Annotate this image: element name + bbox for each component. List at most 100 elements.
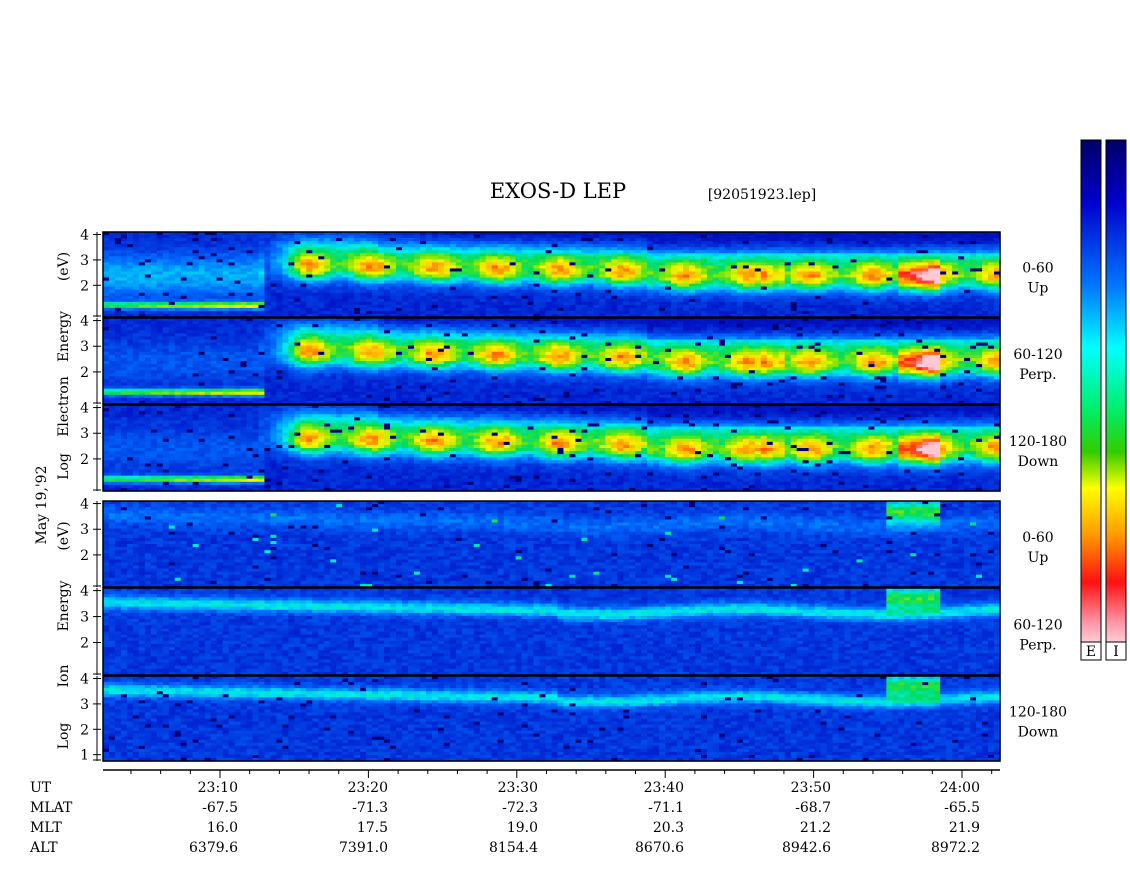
heatmap-cell [240,274,248,279]
heatmap-cell [880,310,887,315]
heatmap-cell [300,277,307,282]
heatmap-cell [545,235,553,239]
heatmap-cell [814,238,822,242]
heatmap-cell [850,277,858,282]
heatmap-cell [730,271,738,276]
heatmap-cell [354,283,361,288]
heatmap-cell [449,289,457,294]
heatmap-cell [551,259,559,263]
heatmap-cell [958,256,965,260]
heatmap-cell [677,235,684,239]
heatmap-cell [174,271,182,276]
heatmap-cell [509,241,517,245]
heatmap-cell [336,250,343,254]
heatmap-cell [563,283,571,288]
heatmap-cell [754,280,762,285]
heatmap-cell [641,277,648,282]
heatmap-cell [228,304,236,309]
heatmap-cell [898,274,905,279]
heatmap-cell [461,268,469,273]
heatmap-cell [294,262,301,266]
heatmap-cell [455,310,463,315]
heatmap-cell [599,241,606,245]
heatmap-cell [545,265,553,270]
heatmap-cell [144,253,152,257]
heatmap-cell [114,235,122,239]
heatmap-cell [270,250,278,254]
heatmap-cell [114,286,122,291]
heatmap-cell [252,232,260,236]
heatmap-cell [934,283,941,288]
heatmap-cell [539,259,547,263]
heatmap-cell [808,262,816,266]
heatmap-cell [712,235,720,239]
heatmap-cell [503,280,511,285]
heatmap-cell [162,286,170,291]
heatmap-cell [778,280,786,285]
heatmap-cell [760,250,768,254]
heatmap-cell [599,283,606,288]
heatmap-cell [940,310,947,315]
heatmap-cell [413,313,421,318]
heatmap-cell [695,271,702,276]
heatmap-cell [742,262,750,266]
heatmap-cell [790,271,798,276]
heatmap-cell [832,238,840,242]
heatmap-cell [384,247,391,251]
heatmap-cell [390,253,397,257]
heatmap-cell [324,241,331,245]
heatmap-cell [419,298,427,303]
heatmap-cell [354,250,361,254]
heatmap-cell [192,301,200,306]
heatmap-cell [509,286,517,291]
heatmap-cell [174,310,182,315]
heatmap-cell [742,277,750,282]
heatmap-cell [892,271,899,276]
heatmap-cell [402,271,409,276]
heatmap-cell [587,313,594,318]
heatmap-cell [402,283,409,288]
heatmap-cell [282,298,289,303]
heatmap-cell [342,265,349,270]
heatmap-cell [306,259,313,263]
heatmap-cell [778,247,786,251]
heatmap-cell [437,280,445,285]
heatmap-cell [222,232,230,236]
heatmap-cell [910,259,917,263]
heatmap-cell [844,307,852,312]
heatmap-cell [425,268,433,273]
heatmap-cell [730,268,738,273]
heatmap-cell [270,265,278,270]
heatmap-cell [366,235,373,239]
heatmap-cell [276,313,283,318]
heatmap-cell [742,280,750,285]
heatmap-cell [174,289,182,294]
heatmap-cell [180,265,188,270]
heatmap-cell [234,277,242,282]
heatmap-cell [533,295,541,300]
heatmap-cell [294,253,301,257]
heatmap-cell [940,289,947,294]
heatmap-cell [623,280,630,285]
heatmap-cell [683,280,690,285]
heatmap-cell [587,256,594,260]
heatmap-cell [204,271,212,276]
heatmap-cell [808,286,816,291]
heatmap-cell [629,253,636,257]
heatmap-cell [563,307,571,312]
heatmap-cell [378,286,385,291]
heatmap-cell [892,250,899,254]
heatmap-cell [689,238,696,242]
heatmap-cell [766,301,774,306]
heatmap-cell [366,268,373,273]
heatmap-cell [312,259,319,263]
colorbar-ion: I [1105,139,1127,661]
heatmap-cell [970,235,977,239]
heatmap-cell [246,241,254,245]
heatmap-cell [497,304,505,309]
heatmap-cell [635,247,642,251]
heatmap-cell [270,313,278,318]
heatmap-cell [210,265,218,270]
heatmap-cell [940,295,947,300]
heatmap-cell [126,301,134,306]
